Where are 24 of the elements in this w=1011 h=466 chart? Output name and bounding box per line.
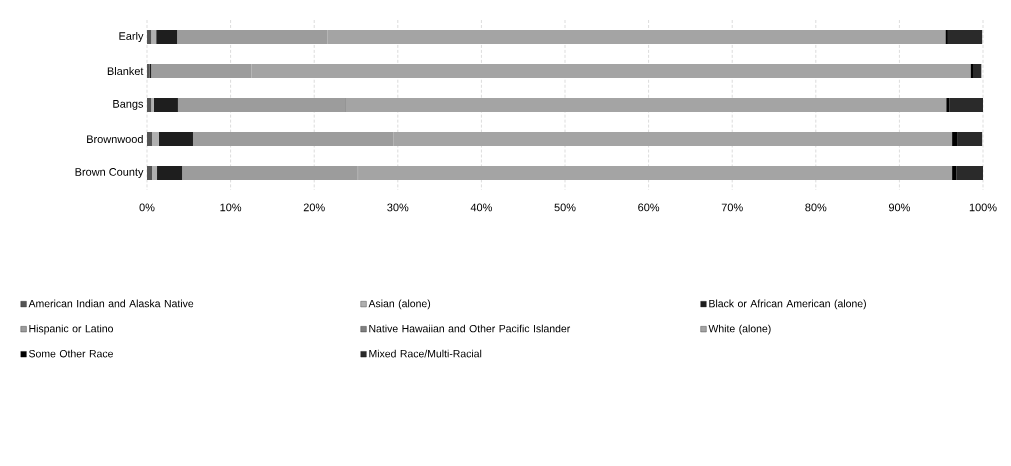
x-tick-label: 100% — [969, 203, 997, 212]
x-tick-label: 50% — [554, 203, 576, 212]
y-tick-label: Brownwood — [87, 134, 143, 144]
x-tick-label: 0% — [139, 203, 155, 212]
x-tick-label: 80% — [805, 203, 827, 212]
x-tick-label: 20% — [303, 203, 325, 212]
x-tick-label: 60% — [638, 203, 660, 212]
legend-label: American Indian and Alaska Native — [28, 299, 194, 308]
legend-label: White (alone) — [708, 324, 771, 335]
x-tick-label: 70% — [721, 203, 743, 212]
legend-label: Black or African American (alone) — [709, 299, 866, 310]
legend-label: Some Other Race — [29, 349, 113, 358]
y-tick-label: Bangs — [113, 100, 144, 110]
legend-label: Mixed Race/Multi-Racial — [369, 349, 482, 358]
legend-label: Asian (alone) — [368, 299, 431, 310]
x-tick-label: 10% — [220, 203, 242, 212]
x-tick-label: 40% — [470, 203, 492, 212]
y-tick-label: Brown County — [75, 168, 144, 178]
y-tick-label: Blanket — [107, 66, 144, 76]
x-tick-label: 30% — [387, 203, 409, 212]
legend-label: Hispanic or Latino — [29, 324, 113, 335]
x-tick-label: 90% — [888, 203, 910, 212]
y-tick-label: Early — [119, 31, 144, 43]
legend-label: Native Hawaiian and Other Pacific Islander — [369, 324, 571, 333]
